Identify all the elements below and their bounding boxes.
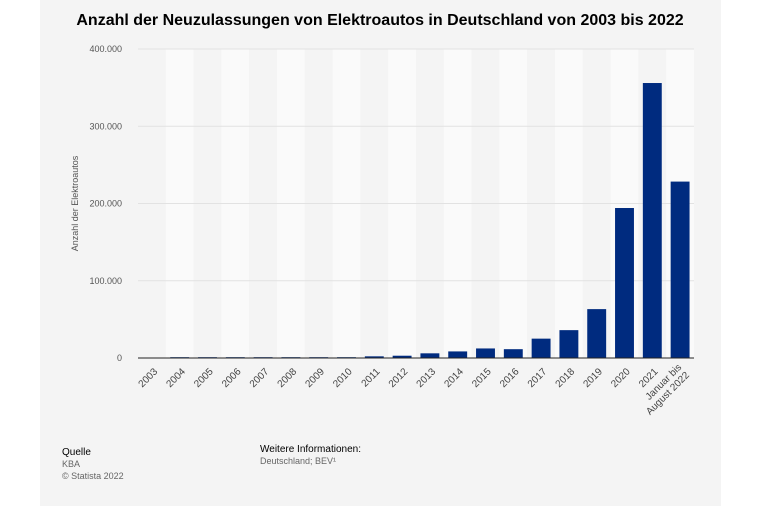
x-tick-label: 2013 [415, 366, 439, 390]
bar [587, 309, 607, 358]
x-tick-label: 2015 [470, 366, 494, 390]
x-tick-label: 2016 [498, 366, 522, 390]
chart-title: Anzahl der Neuzulassungen von Elektroaut… [76, 12, 684, 29]
y-tick-label: 200.000 [89, 199, 122, 209]
source-heading: Quelle [62, 447, 91, 458]
y-axis-label: Anzahl der Elektroautos [70, 155, 80, 251]
x-tick-label: 2004 [164, 366, 188, 390]
x-tick-label: 2009 [303, 366, 327, 390]
copyright-notice: © Statista 2022 [62, 471, 124, 481]
x-tick-label: 2010 [331, 366, 355, 390]
bar [420, 353, 440, 358]
x-tick-label: 2020 [609, 366, 633, 390]
bar [364, 356, 384, 358]
x-tick-label: 2011 [360, 366, 383, 389]
y-tick-label: 300.000 [89, 121, 122, 131]
y-tick-label: 400.000 [89, 44, 122, 54]
y-tick-label: 0 [117, 353, 122, 363]
source-name: KBA [62, 459, 81, 469]
bar [615, 208, 634, 358]
info-heading: Weitere Informationen: [260, 444, 361, 455]
y-tick-label: 100.000 [89, 276, 122, 286]
x-tick-label: 2006 [220, 366, 244, 390]
x-tick-label: 2017 [526, 366, 550, 390]
info-text: Deutschland; BEV¹ [260, 456, 337, 466]
x-tick-label: 2008 [276, 366, 300, 390]
x-tick-label: 2005 [192, 366, 216, 390]
bar [670, 181, 690, 358]
bar [531, 338, 551, 358]
x-tick-label: 2014 [442, 366, 466, 390]
x-tick-label: 2012 [387, 366, 411, 390]
bar [476, 348, 495, 358]
bar [503, 349, 523, 358]
bar [559, 330, 579, 358]
x-tick-label: 2007 [248, 366, 272, 390]
x-tick-label: 2018 [554, 366, 578, 390]
bar [392, 355, 412, 358]
x-tick-label: 2019 [581, 366, 605, 390]
x-tick-label: 2003 [137, 366, 161, 390]
bar [642, 83, 662, 358]
bar [448, 351, 468, 358]
